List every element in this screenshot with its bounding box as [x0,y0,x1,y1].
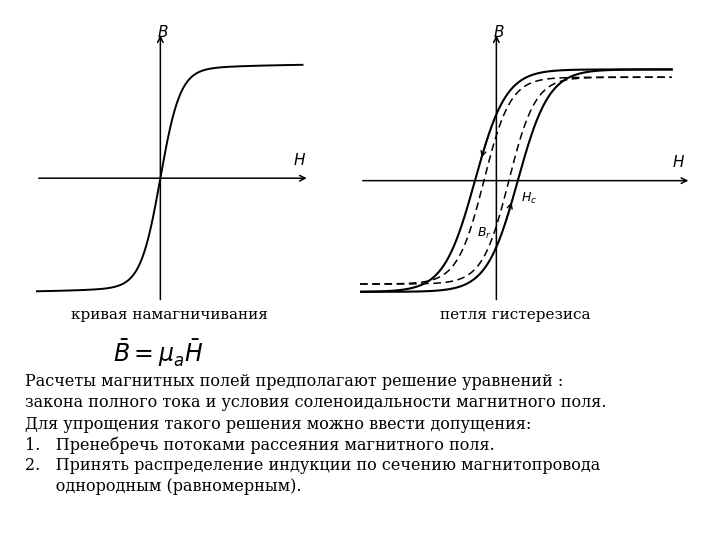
Text: $H_c$: $H_c$ [521,191,537,206]
Text: петля гистерезиса: петля гистерезиса [439,308,590,322]
Text: $B$: $B$ [493,24,505,40]
Text: Для упрощения такого решения можно ввести допущения:: Для упрощения такого решения можно ввест… [25,416,531,433]
Text: кривая намагничивания: кривая намагничивания [71,308,268,322]
Text: $\bar{B} = \mu_a \bar{H}$: $\bar{B} = \mu_a \bar{H}$ [113,338,204,369]
Text: $H$: $H$ [293,152,306,168]
Text: $B_r$: $B_r$ [477,226,492,241]
Text: $B$: $B$ [157,24,168,40]
Text: 2.   Принять распределение индукции по сечению магнитопровода: 2. Принять распределение индукции по сеч… [25,457,600,474]
Text: 1.   Пренебречь потоками рассеяния магнитного поля.: 1. Пренебречь потоками рассеяния магнитн… [25,436,495,454]
Text: $H$: $H$ [672,154,685,170]
Text: закона полного тока и условия соленоидальности магнитного поля.: закона полного тока и условия соленоидал… [25,394,607,411]
Text: Расчеты магнитных полей предполагают решение уравнений :: Расчеты магнитных полей предполагают реш… [25,373,564,389]
Text: однородным (равномерным).: однородным (равномерным). [25,478,302,495]
